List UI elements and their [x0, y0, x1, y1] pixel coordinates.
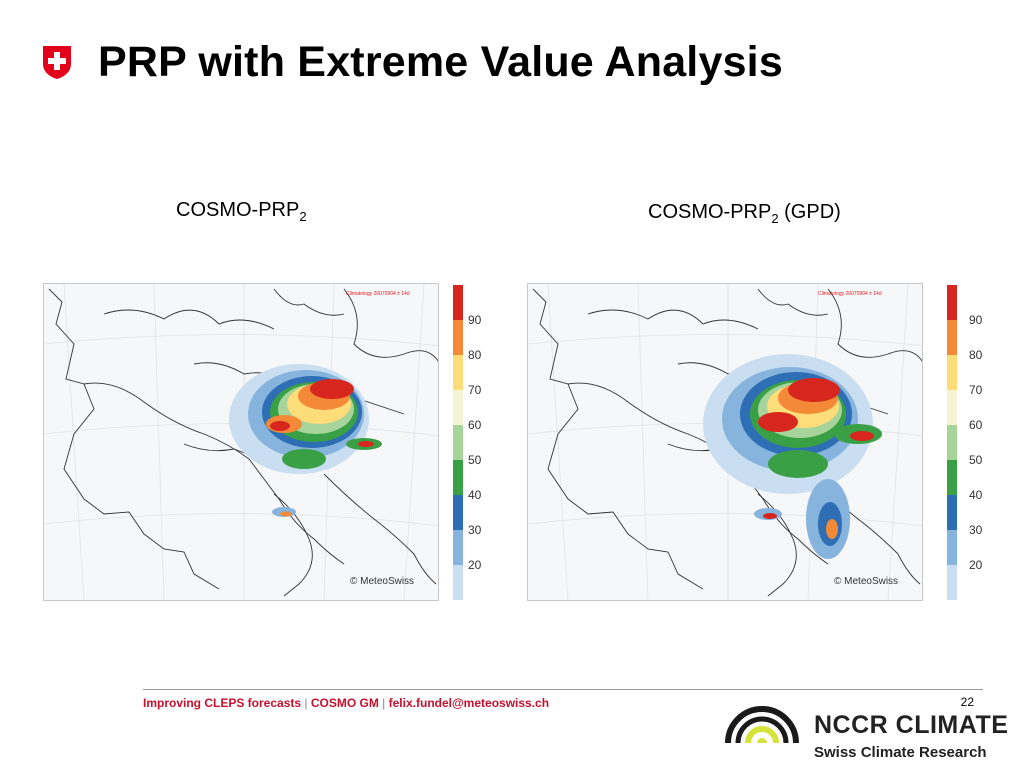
colorbar-tick-label: 80: [969, 348, 983, 362]
colorbar-tick-label: 90: [468, 313, 482, 327]
colorbar-segment: [947, 565, 957, 600]
colorbar-segment: [453, 425, 463, 460]
colorbar-tick-label: 80: [468, 348, 482, 362]
colorbar-segment: [947, 285, 957, 320]
nccr-logo-name: NCCR CLIMATE: [814, 711, 1009, 739]
caption-right: COSMO-PRP2 (GPD): [648, 201, 841, 226]
colorbar-tick-label: 60: [969, 418, 983, 432]
colorbar-tick-label: 90: [969, 313, 983, 327]
colorbar-tick-label: 60: [468, 418, 482, 432]
colorbar-segment: [947, 425, 957, 460]
colorbar-segment: [947, 355, 957, 390]
colorbar-segment: [453, 285, 463, 320]
colorbar-tick-label: 50: [468, 453, 482, 467]
colorbar-segment: [453, 355, 463, 390]
colorbar-segment: [453, 460, 463, 495]
colorbar-tick-label: 20: [468, 558, 482, 572]
colorbar-tick-label: 30: [468, 523, 482, 537]
colorbar-segment: [453, 530, 463, 565]
svg-text:Climatology 20070904 ± 14d: Climatology 20070904 ± 14d: [818, 291, 882, 297]
nccr-logo-subtitle: Swiss Climate Research: [814, 744, 987, 761]
colorbar-labels-right: 90 80 70 60 50 40 30 20: [969, 285, 999, 601]
colorbar-right: [947, 285, 957, 601]
colorbar-tick-label: 70: [468, 383, 482, 397]
colorbar-segment: [947, 390, 957, 425]
svg-text:Climatology 20070904 ± 14d: Climatology 20070904 ± 14d: [346, 291, 410, 297]
colorbar-segment: [947, 495, 957, 530]
colorbar-tick-label: 20: [969, 558, 983, 572]
colorbar-segment: [947, 530, 957, 565]
svg-text:© MeteoSwiss: © MeteoSwiss: [350, 576, 414, 587]
colorbar-tick-label: 30: [969, 523, 983, 537]
colorbar-segment: [453, 495, 463, 530]
footer-divider: [143, 689, 983, 690]
colorbar-segment: [453, 320, 463, 355]
colorbar-tick-label: 50: [969, 453, 983, 467]
slide-title: PRP with Extreme Value Analysis: [98, 38, 783, 86]
nccr-arc-logo-icon: [724, 699, 800, 744]
map-panel-right: Climatology 20070904 ± 14d © MeteoSwiss: [527, 283, 923, 601]
colorbar-labels-left: 90 80 70 60 50 40 30 20: [468, 285, 498, 601]
colorbar-tick-label: 40: [969, 488, 983, 502]
page-number: 22: [960, 695, 974, 709]
swiss-cross-icon: [40, 44, 74, 80]
colorbar-segment: [453, 390, 463, 425]
svg-text:© MeteoSwiss: © MeteoSwiss: [834, 576, 898, 587]
colorbar-tick-label: 70: [969, 383, 983, 397]
colorbar-segment: [947, 460, 957, 495]
colorbar-tick-label: 40: [468, 488, 482, 502]
footer-text: Improving CLEPS forecasts | COSMO GM | f…: [143, 696, 550, 710]
colorbar-segment: [947, 320, 957, 355]
colorbar-segment: [453, 565, 463, 600]
colorbar-left: [453, 285, 463, 601]
caption-left: COSMO-PRP2: [176, 199, 307, 224]
map-panel-left: Climatology 20070904 ± 14d © MeteoSwiss: [43, 283, 439, 601]
